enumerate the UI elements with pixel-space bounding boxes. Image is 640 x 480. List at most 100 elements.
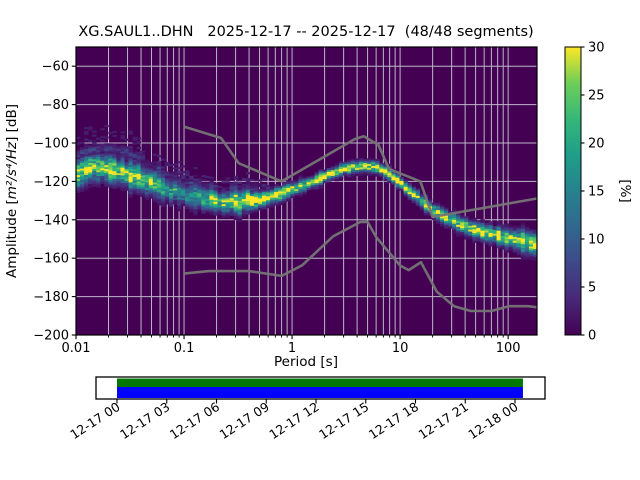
histogram-haze-cell <box>189 181 194 184</box>
histogram-cell <box>253 202 259 206</box>
histogram-cell <box>116 177 121 180</box>
histogram-cell <box>302 176 307 179</box>
histogram-cell <box>209 211 214 214</box>
histogram-cell <box>181 201 186 205</box>
histogram-cell <box>233 198 239 201</box>
histogram-haze-cell <box>213 186 218 189</box>
histogram-cell <box>342 169 348 172</box>
histogram-cell <box>318 180 324 184</box>
histogram-cell <box>270 195 275 198</box>
histogram-cell <box>257 192 263 195</box>
histogram-cell <box>100 166 105 169</box>
histogram-cell <box>80 166 85 169</box>
histogram-cell <box>128 166 134 170</box>
histogram-cell <box>488 232 493 236</box>
histogram-cell <box>169 177 174 180</box>
histogram-cell <box>472 225 477 228</box>
histogram-haze-cell <box>181 165 186 168</box>
histogram-cell <box>443 224 449 227</box>
histogram-cell <box>108 156 113 160</box>
histogram-cell <box>278 201 283 204</box>
histogram-haze-cell <box>225 188 231 192</box>
histogram-cell <box>104 157 109 160</box>
histogram-cell <box>193 182 198 185</box>
histogram-cell <box>233 216 239 219</box>
histogram-haze-cell <box>233 183 239 186</box>
histogram-cell <box>233 191 239 194</box>
histogram-cell <box>274 197 279 200</box>
histogram-cell <box>419 208 425 211</box>
histogram-cell <box>209 188 214 191</box>
histogram-cell <box>76 161 81 164</box>
histogram-cell <box>205 189 210 192</box>
histogram-cell <box>181 188 186 191</box>
histogram-cell <box>116 175 121 178</box>
histogram-cell <box>221 202 227 205</box>
histogram-cell <box>160 179 166 182</box>
histogram-cell <box>213 192 218 195</box>
histogram-cell <box>512 244 518 247</box>
histogram-cell <box>282 191 287 194</box>
histogram-haze-cell <box>124 154 129 157</box>
histogram-cell <box>213 194 218 197</box>
histogram-cell <box>96 174 101 177</box>
histogram-cell <box>112 171 117 174</box>
histogram-cell <box>476 227 481 231</box>
histogram-cell <box>96 170 101 173</box>
histogram-cell <box>516 252 522 256</box>
histogram-cell <box>330 176 336 179</box>
histogram-cell <box>464 218 469 221</box>
histogram-cell <box>318 173 324 176</box>
histogram-cell <box>160 172 166 175</box>
histogram-cell <box>140 171 146 174</box>
histogram-cell <box>148 184 154 188</box>
histogram-cell <box>472 233 477 236</box>
histogram-cell <box>496 238 502 241</box>
histogram-cell <box>520 228 526 232</box>
histogram-haze-cell <box>189 177 194 180</box>
histogram-cell <box>116 178 121 182</box>
histogram-haze-cell <box>233 177 239 180</box>
histogram-cell <box>233 208 239 211</box>
histogram-cell <box>96 155 101 158</box>
histogram-cell <box>197 193 202 196</box>
histogram-cell <box>371 162 376 165</box>
histogram-haze-cell <box>156 162 162 166</box>
histogram-haze-cell <box>112 145 117 149</box>
histogram-cell <box>528 257 534 261</box>
psd-histogram <box>76 124 537 261</box>
histogram-cell <box>403 179 408 182</box>
histogram-cell <box>156 176 162 179</box>
histogram-cell <box>217 201 222 204</box>
histogram-cell <box>504 246 510 249</box>
histogram-cell <box>448 226 453 229</box>
histogram-cell <box>185 206 190 209</box>
histogram-cell <box>136 162 142 165</box>
histogram-cell <box>334 179 340 182</box>
histogram-cell <box>286 199 291 202</box>
histogram-cell <box>84 159 89 162</box>
histogram-cell <box>177 195 182 198</box>
histogram-cell <box>318 182 324 186</box>
histogram-cell <box>322 177 328 180</box>
histogram-haze-cell <box>88 151 93 154</box>
histogram-cell <box>84 169 89 172</box>
histogram-cell <box>124 167 129 170</box>
histogram-haze-cell <box>221 188 227 192</box>
histogram-cell <box>84 157 89 160</box>
histogram-cell <box>399 188 404 191</box>
histogram-cell <box>245 191 251 194</box>
histogram-cell <box>520 240 526 243</box>
histogram-cell <box>480 234 485 237</box>
histogram-haze-cell <box>169 171 174 175</box>
histogram-cell <box>395 183 400 186</box>
histogram-cell <box>363 168 368 171</box>
histogram-haze-cell <box>132 153 138 157</box>
histogram-cell <box>330 170 336 173</box>
histogram-cell <box>383 163 388 166</box>
histogram-cell <box>132 175 138 178</box>
histogram-cell <box>435 221 441 224</box>
histogram-cell <box>173 198 178 201</box>
histogram-cell <box>197 191 202 194</box>
histogram-haze-cell <box>92 140 97 143</box>
